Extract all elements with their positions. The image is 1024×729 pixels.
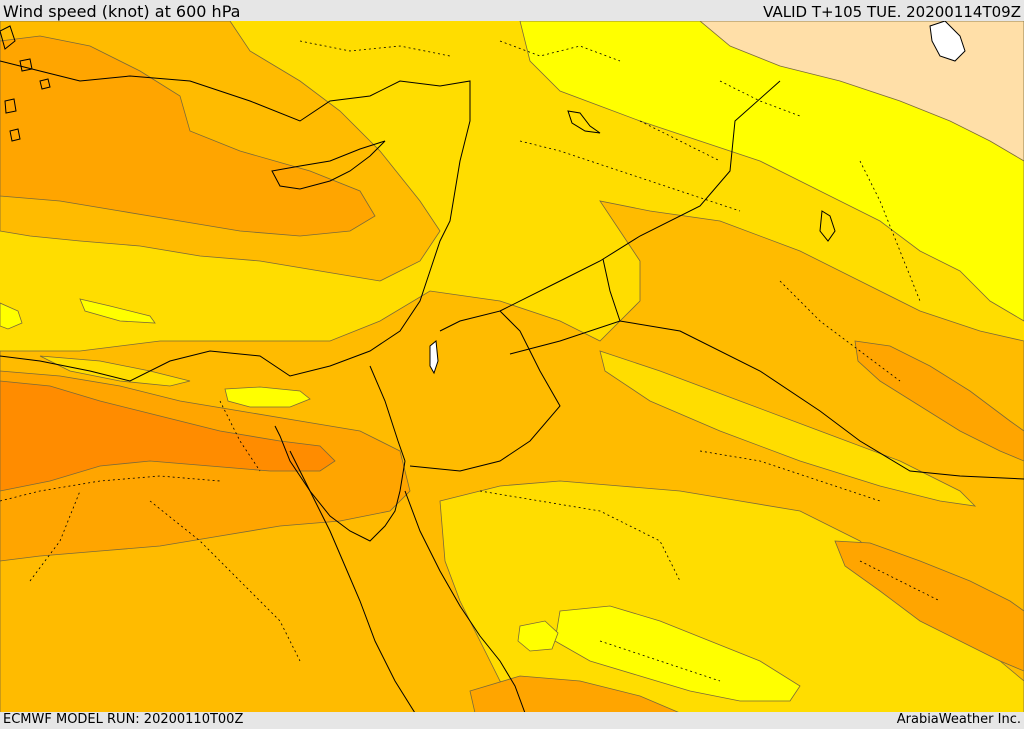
border-saudi-north xyxy=(509,320,1024,480)
band-gold-egypt-strip xyxy=(39,355,191,387)
map-title: Wind speed (knot) at 600 hPa xyxy=(3,2,241,21)
red-sea-coast-east xyxy=(404,490,526,713)
sinai-gulf-coast xyxy=(274,425,406,542)
internal-borders-south xyxy=(479,450,941,682)
band-yellow-west-spot xyxy=(0,302,23,330)
band-orange-south-bottom xyxy=(469,675,681,713)
border-saudi-jordan xyxy=(602,258,621,322)
border-egypt-israel xyxy=(369,365,406,462)
band-yellow-sinai-lens xyxy=(224,386,311,408)
band-yellow-south-patch xyxy=(554,605,801,702)
model-run: ECMWF MODEL RUN: 20200110T00Z xyxy=(3,712,244,727)
band-gold-east-lens xyxy=(599,350,977,507)
credit: ArabiaWeather Inc. xyxy=(896,712,1021,727)
band-orange-east-lower xyxy=(834,540,1024,672)
lake-assad xyxy=(567,110,601,134)
aegean-islands xyxy=(0,25,51,142)
band-yellow-small-patch xyxy=(517,620,559,652)
border-jordan-saudi-west xyxy=(409,310,561,472)
band-yellow-west-sliver xyxy=(79,298,156,324)
footer-bar: ECMWF MODEL RUN: 20200110T00Z ArabiaWeat… xyxy=(0,712,1024,729)
wind-speed-map xyxy=(0,21,1024,713)
border-jordan-iraq xyxy=(499,80,781,312)
band-deep-orange-egypt xyxy=(0,380,336,492)
coastline-mediterranean xyxy=(0,60,471,382)
lake-van xyxy=(929,21,966,62)
dead-sea xyxy=(429,340,439,375)
map-area xyxy=(0,21,1024,713)
internal-borders-west xyxy=(0,400,301,662)
valid-time: VALID T+105 TUE. 20200114T09Z xyxy=(763,3,1021,21)
internal-borders-north xyxy=(299,40,801,117)
title-bar: Wind speed (knot) at 600 hPa VALID T+105… xyxy=(0,0,1024,21)
band-orange-east-upper xyxy=(854,340,1024,462)
cyprus-island xyxy=(271,140,386,190)
red-sea-coast-west xyxy=(289,450,416,713)
lake-tharthar xyxy=(819,210,836,242)
